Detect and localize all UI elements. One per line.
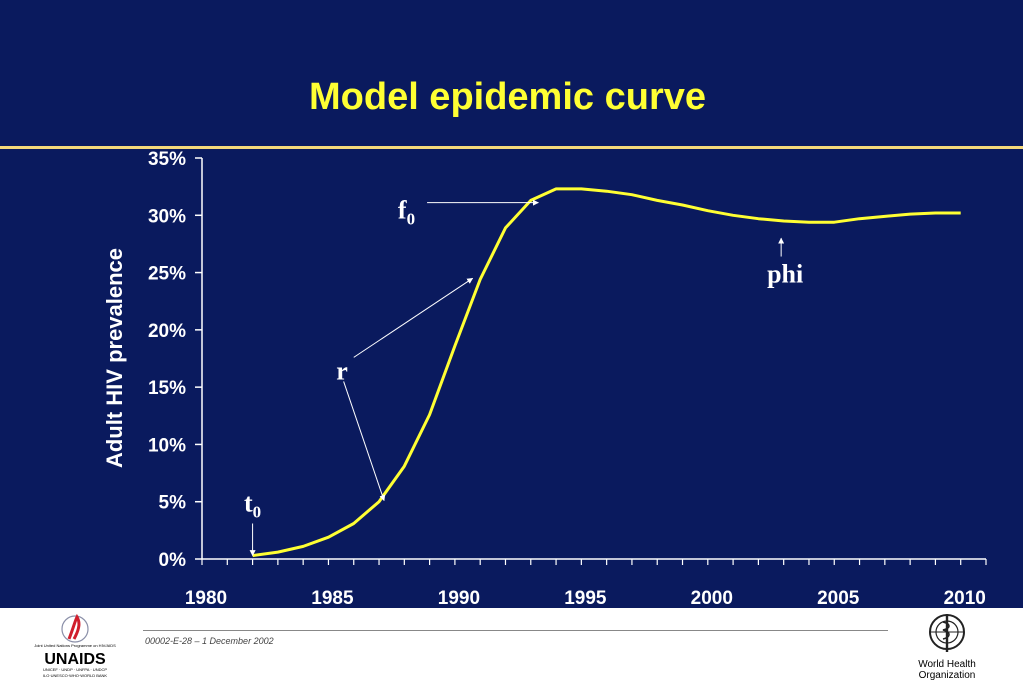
x-tick-label: 1980 (185, 588, 227, 608)
unaids-cosponsors-2: ILO·UNESCO·WHO·WORLD BANK (43, 673, 108, 678)
annotation-label-main: r (336, 356, 348, 385)
annotation-label: f0 (398, 196, 415, 229)
unaids-logo: Joint United Nations Programme on HIV/AI… (34, 613, 116, 678)
annotation-label-main: t (244, 488, 253, 517)
annotation-arrow (353, 277, 474, 358)
y-tick-label: 30% (148, 206, 186, 227)
annotation-arrow (343, 381, 386, 502)
annotation-label: r (336, 356, 348, 385)
y-tick-label: 15% (148, 378, 186, 399)
annotation-label-main: phi (767, 260, 803, 289)
y-tick-label: 5% (159, 493, 187, 514)
annotation-label-main: f (398, 196, 407, 225)
y-tick-label: 10% (148, 435, 186, 456)
y-tick-label: 0% (159, 550, 187, 571)
annotation-label: t0 (244, 488, 261, 521)
who-name-line1: World Health (918, 659, 976, 670)
series-line-0 (252, 187, 961, 558)
epidemic-chart: Adult HIV prevalence 0% 5% 10% 15% 20% 25% 30%… (102, 149, 987, 608)
y-axis-label: Adult HIV prevalence (102, 248, 127, 468)
who-logo: World Health Organization (918, 614, 976, 680)
slide-title: Model epidemic curve (308, 76, 706, 118)
x-tick-label: 2000 (691, 588, 733, 608)
axes: 0% 5% 10% 15% 20% 25% 30% 35% 1980 1985 1990 1995 20… (148, 149, 987, 608)
y-tick-label: 35% (148, 149, 186, 170)
who-name-line2: Organization (919, 670, 976, 680)
un-emblem-icon (61, 615, 89, 643)
x-tick-label: 1995 (564, 588, 607, 608)
y-tick-label: 25% (148, 264, 186, 285)
footer-divider (143, 630, 888, 631)
annotation-subscript: 0 (253, 502, 261, 521)
x-tick-label: 2010 (944, 588, 986, 608)
footer-code: 00002-E-28 – 1 December 2002 (145, 636, 274, 646)
x-tick-label: 1990 (438, 588, 480, 608)
x-tick-label: 2005 (817, 588, 860, 608)
title-divider (0, 146, 1023, 149)
unaids-cosponsors-1: UNICEF · UNDP · UNFPA · UNDCP (43, 667, 107, 672)
who-emblem-icon (929, 614, 965, 652)
slide-background (0, 0, 1023, 608)
unaids-wordmark: UNAIDS (44, 651, 106, 668)
annotation-label: phi (767, 260, 803, 289)
red-ribbon-icon (67, 613, 81, 640)
x-tick-label: 1985 (311, 588, 354, 608)
series-layer (252, 187, 961, 558)
unaids-tagline: Joint United Nations Programme on HIV/AI… (34, 643, 116, 648)
y-tick-label: 20% (148, 321, 186, 342)
annotation-subscript: 0 (407, 210, 416, 229)
